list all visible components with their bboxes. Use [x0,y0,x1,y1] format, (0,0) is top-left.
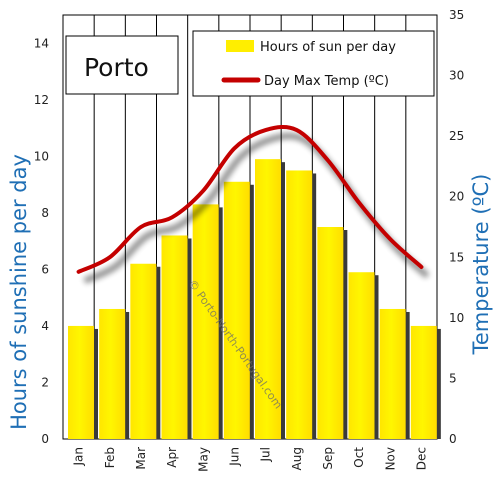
bar [255,159,281,439]
month-label: Jan [72,447,86,467]
bar [130,263,157,439]
sunshine-bars [68,159,441,440]
left-axis-label: Hours of sunshine per day [7,154,31,430]
month-label: Jun [227,447,241,467]
month-label: Aug [290,447,304,470]
left-tick-label: 10 [34,149,49,163]
bar [223,181,250,440]
bar [68,325,94,439]
right-tick-label: 5 [449,371,457,385]
month-label: Feb [103,447,117,468]
left-tick-label: 6 [41,262,49,276]
bar [379,308,406,439]
right-tick-label: 15 [449,250,464,264]
month-label: Jul [259,447,273,462]
left-tick-label: 8 [41,206,49,220]
left-tick-label: 2 [41,375,49,389]
right-tick-label: 25 [449,129,464,143]
temperature-line-group [76,125,430,284]
month-label: May [196,447,210,472]
right-tick-label: 10 [449,311,464,325]
right-tick-label: 35 [449,8,464,22]
bar [348,272,375,439]
right-tick-label: 30 [449,69,464,83]
month-labels: Jan Feb Mar Apr May Jun Jul Aug Sep Oct Nov Dec [72,447,429,472]
temperature-line [76,125,424,274]
left-axis-ticks: 0 2 4 6 8 10 12 14 [34,36,49,446]
left-tick-label: 14 [34,36,49,50]
chart-title: Porto [84,53,149,82]
right-tick-label: 0 [449,432,457,446]
bar [99,308,126,439]
left-tick-label: 0 [41,432,49,446]
bar [192,204,219,439]
left-tick-label: 4 [41,319,49,333]
legend-label-temp: Day Max Temp (ºC) [264,74,389,89]
bar [317,227,344,439]
legend-swatch-sun [226,40,254,52]
month-label: Dec [414,447,428,470]
month-label: Nov [383,447,397,470]
right-axis-label: Temperature (ºC) [469,174,493,356]
legend: Hours of sun per day Day Max Temp (ºC) [192,30,435,97]
bar [410,325,437,439]
legend-label-sun: Hours of sun per day [260,40,396,55]
month-label: Apr [165,447,179,468]
month-label: Sep [321,447,335,470]
month-label: Mar [134,447,148,470]
bar [286,170,313,439]
chart-title-box: Porto [65,35,179,95]
right-axis-ticks: 0 5 10 15 20 25 30 35 [449,8,464,446]
bar [161,235,188,439]
right-tick-label: 20 [449,190,464,204]
left-tick-label: 12 [34,93,49,107]
month-label: Oct [352,447,366,468]
chart-title-frame [65,35,179,95]
